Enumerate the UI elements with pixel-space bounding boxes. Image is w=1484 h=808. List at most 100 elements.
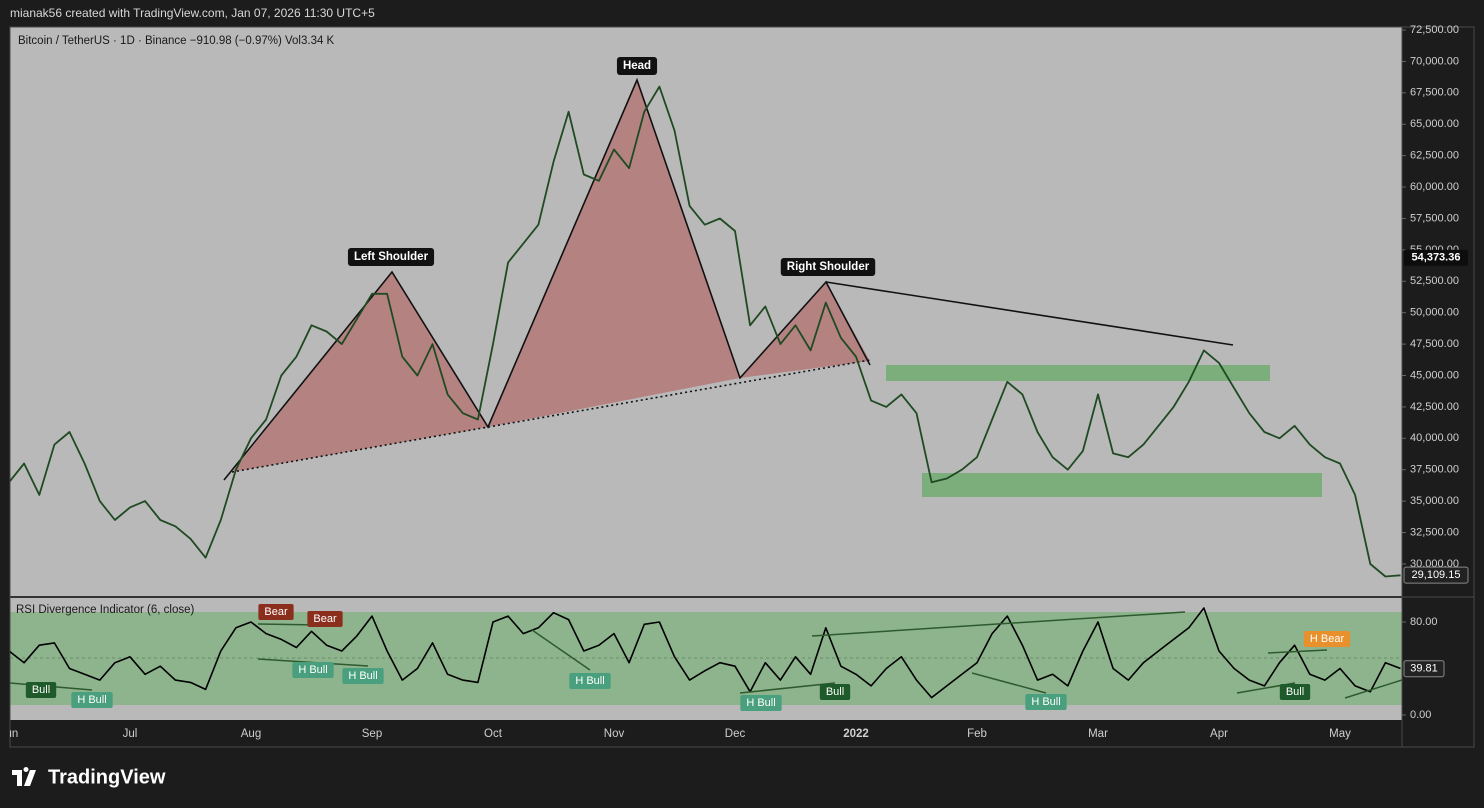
y-tick-label: 37,500.00 — [1410, 464, 1459, 476]
divergence-label: Bear — [264, 606, 288, 618]
divergence-box — [71, 692, 113, 708]
divergence-line — [739, 682, 836, 694]
x-tick-label: Jun — [0, 728, 18, 740]
divergence-tag: H Bull — [71, 692, 113, 708]
annotation-label: Left Shoulder — [354, 251, 429, 263]
price-label-box — [1404, 249, 1468, 266]
annotation-label: Head — [623, 60, 651, 72]
divergence-label: H Bear — [1310, 633, 1345, 645]
divergence-tag: H Bull — [1025, 694, 1067, 710]
divergence-box — [1303, 631, 1351, 647]
divergence-tag: H Bull — [292, 662, 334, 678]
divergence-line — [1344, 679, 1402, 699]
annotation: Left Shoulder — [347, 248, 435, 266]
logo: TradingView — [12, 766, 166, 788]
divergence-tag: Bull — [25, 682, 57, 698]
divergence-box — [1279, 684, 1311, 700]
divergence-box — [307, 611, 343, 627]
time-axis: Jun Jul Aug Sep Oct Nov Dec 2022 Feb Mar Apr May — [0, 728, 1351, 740]
y-tick-label: 50,000.00 — [1410, 307, 1459, 319]
annotation-box — [616, 57, 658, 75]
x-tick-label: May — [1329, 728, 1351, 740]
y-tick-label: 47,500.00 — [1410, 338, 1459, 350]
y-tick-label: 70,000.00 — [1410, 55, 1459, 67]
y-tick-label: 67,500.00 — [1410, 87, 1459, 99]
x-tick-label: Apr — [1210, 728, 1228, 740]
series-line — [10, 85, 1401, 578]
divergence-label: Bear — [313, 613, 337, 625]
y-tick-label: 0.00 — [1410, 709, 1431, 721]
support-zone — [922, 473, 1322, 497]
drawings — [223, 77, 1322, 497]
annotation-box — [347, 248, 435, 266]
head-area — [488, 80, 740, 427]
divergence-box — [1025, 694, 1067, 710]
y-tick-label: 35,000.00 — [1410, 495, 1459, 507]
y-tick-label: 62,500.00 — [1410, 150, 1459, 162]
x-tick-label: 2022 — [843, 728, 869, 740]
y-tick-label: 72,500.00 — [1410, 24, 1459, 36]
divergence-box — [569, 673, 611, 689]
divergence-label: Bull — [32, 684, 50, 696]
divergence-line — [1267, 649, 1328, 654]
divergence-label: H Bull — [575, 675, 604, 687]
y-tick-label: 42,500.00 — [1410, 401, 1459, 413]
annotation-label: Right Shoulder — [787, 261, 870, 273]
annotation: Right Shoulder — [780, 258, 876, 276]
y-tick-label: 57,500.00 — [1410, 212, 1459, 224]
watermark: mianak56 created with TradingView.com, J… — [10, 6, 375, 20]
divergence-label: H Bull — [348, 670, 377, 682]
divergence-box — [342, 668, 384, 684]
divergence-label: H Bull — [298, 664, 327, 676]
y-tick-label: 60,000.00 — [1410, 181, 1459, 193]
divergence-tag: Bear — [307, 611, 343, 627]
divergence-line — [531, 629, 591, 671]
x-tick-label: Jul — [123, 728, 138, 740]
divergence-tag: Bear — [258, 604, 294, 620]
price-label: 29,109.15 — [1412, 569, 1461, 581]
rsi-value-label: 39.81 — [1410, 663, 1438, 675]
y-tick-label: 45,000.00 — [1410, 369, 1459, 381]
divergence-tag: Bull — [1279, 684, 1311, 700]
annotation: Head — [616, 57, 658, 75]
symbol-legend: Bitcoin / TetherUS · 1D · Binance −910.9… — [18, 35, 335, 47]
trendline — [825, 281, 1234, 346]
logo-icon — [12, 766, 36, 786]
price-label: 54,373.36 — [1412, 252, 1461, 264]
divergence-box — [819, 684, 851, 700]
rsi-layer — [10, 607, 1402, 699]
x-tick-label: Aug — [241, 728, 261, 740]
divergence-label: H Bull — [746, 697, 775, 709]
price-layer — [10, 85, 1401, 578]
x-tick-label: Mar — [1088, 728, 1108, 740]
divergence-tag: H Bull — [569, 673, 611, 689]
x-tick-label: Dec — [725, 728, 746, 740]
x-tick-label: Oct — [484, 728, 503, 740]
divergence-box — [258, 604, 294, 620]
rsi-value-box — [1403, 660, 1445, 678]
logo-text: TradingView — [48, 766, 166, 788]
y-tick-label: 80.00 — [1410, 616, 1438, 628]
rsi-legend: RSI Divergence Indicator (6, close) — [16, 604, 194, 616]
x-tick-label: Sep — [362, 728, 382, 740]
divergence-label: Bull — [826, 686, 844, 698]
divergence-box — [25, 682, 57, 698]
divergence-tag: H Bull — [342, 668, 384, 684]
x-tick-label: Feb — [967, 728, 987, 740]
divergence-label: Bull — [1286, 686, 1304, 698]
right-shoulder-area — [740, 282, 870, 378]
y-tick-label: 52,500.00 — [1410, 275, 1459, 287]
frame — [9, 26, 1475, 748]
y-tick-label: 65,000.00 — [1410, 118, 1459, 130]
divergence-box — [740, 695, 782, 711]
resistance-zone — [886, 365, 1270, 381]
divergence-label: H Bull — [77, 694, 106, 706]
divergence-line — [811, 611, 1186, 637]
series-line — [10, 607, 1401, 699]
price-label-box — [1403, 566, 1469, 584]
divergence-tag: H Bear — [1303, 631, 1351, 647]
divergence-tag: Bull — [819, 684, 851, 700]
divergence-line — [971, 672, 1047, 694]
y-tick-label: 32,500.00 — [1410, 526, 1459, 538]
